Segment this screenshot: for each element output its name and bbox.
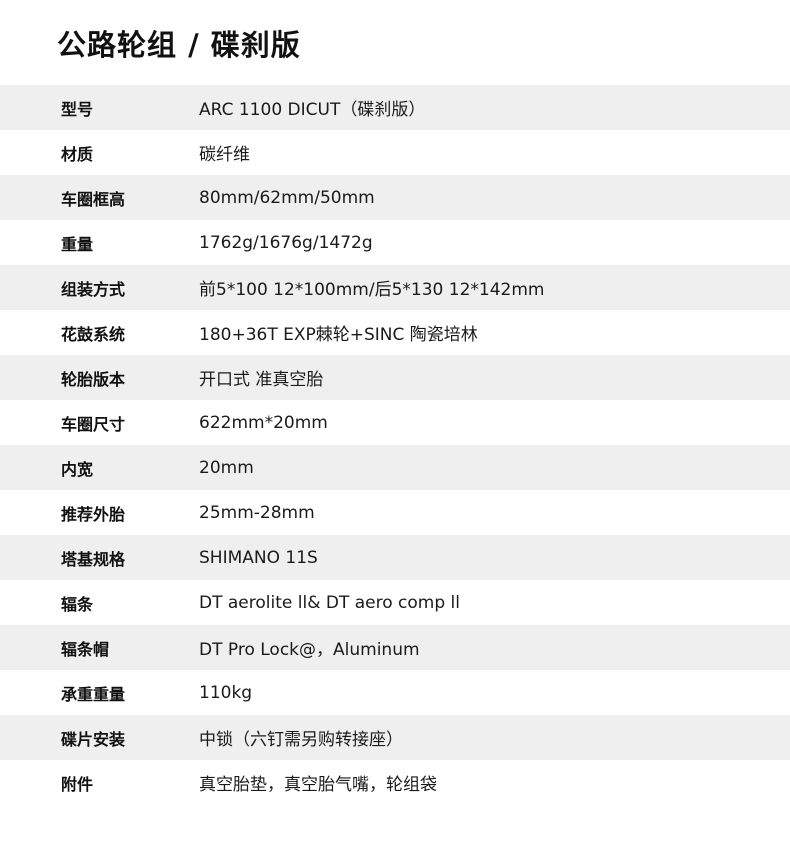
spec-value: 25mm-28mm: [199, 502, 315, 523]
spec-row: 碟片安装 中锁（六钉需另购转接座）: [0, 715, 790, 760]
spec-value: 110kg: [199, 682, 253, 703]
spec-row: 重量 1762g/1676g/1472g: [0, 220, 790, 265]
spec-label: 辐条: [61, 594, 94, 614]
spec-row: 组装方式 前5*100 12*100mm/后5*130 12*142mm: [0, 265, 790, 310]
spec-value: 前5*100 12*100mm/后5*130 12*142mm: [199, 280, 545, 300]
spec-value: 中锁（六钉需另购转接座）: [199, 730, 403, 750]
spec-row: 承重重量 110kg: [0, 670, 790, 715]
spec-value: 开口式 准真空胎: [199, 370, 324, 390]
page-title: 公路轮组 / 碟刹版: [57, 28, 301, 62]
spec-row: 推荐外胎 25mm-28mm: [0, 490, 790, 535]
spec-label: 重量: [61, 234, 94, 254]
spec-label: 塔基规格: [61, 549, 126, 569]
spec-value: DT Pro Lock@，Aluminum: [199, 640, 420, 660]
spec-value: 1762g/1676g/1472g: [199, 232, 373, 253]
spec-label: 车圈尺寸: [61, 414, 126, 434]
spec-value: 180+36T EXP棘轮+SINC 陶瓷培林: [199, 325, 478, 345]
spec-label: 车圈框高: [61, 189, 126, 209]
spec-value: 80mm/62mm/50mm: [199, 187, 375, 208]
spec-label: 材质: [61, 144, 94, 164]
spec-value: SHIMANO 11S: [199, 547, 318, 568]
spec-row: 车圈尺寸 622mm*20mm: [0, 400, 790, 445]
spec-label: 推荐外胎: [61, 504, 126, 524]
spec-table: 型号 ARC 1100 DICUT（碟刹版） 材质 碳纤维车圈框高 80mm/62mm/…: [0, 85, 790, 805]
spec-row: 轮胎版本 开口式 准真空胎: [0, 355, 790, 400]
spec-label: 承重重量: [61, 684, 126, 704]
spec-row: 辐条帽 DT Pro Lock@，Aluminum: [0, 625, 790, 670]
spec-row: 辐条 DT aerolite ll& DT aero comp ll: [0, 580, 790, 625]
spec-row: 内宽 20mm: [0, 445, 790, 490]
spec-value: ARC 1100 DICUT（碟刹版）: [199, 100, 426, 120]
spec-label: 组装方式: [61, 279, 126, 299]
spec-value: 622mm*20mm: [199, 412, 328, 433]
spec-label: 附件: [61, 774, 94, 794]
spec-row: 花鼓系统 180+36T EXP棘轮+SINC 陶瓷培林: [0, 310, 790, 355]
spec-value: 真空胎垫，真空胎气嘴，轮组袋: [199, 775, 437, 795]
spec-row: 塔基规格 SHIMANO 11S: [0, 535, 790, 580]
spec-value: 碳纤维: [199, 145, 250, 165]
spec-row: 车圈框高 80mm/62mm/50mm: [0, 175, 790, 220]
spec-label: 内宽: [61, 459, 94, 479]
spec-row: 材质 碳纤维: [0, 130, 790, 175]
spec-label: 辐条帽: [61, 639, 110, 659]
spec-label: 轮胎版本: [61, 369, 126, 389]
spec-label: 花鼓系统: [61, 324, 126, 344]
spec-row: 附件 真空胎垫，真空胎气嘴，轮组袋: [0, 760, 790, 805]
spec-label: 型号: [61, 99, 94, 119]
spec-row: 型号 ARC 1100 DICUT（碟刹版）: [0, 85, 790, 130]
spec-value: DT aerolite ll& DT aero comp ll: [199, 592, 460, 613]
spec-value: 20mm: [199, 457, 254, 478]
spec-label: 碟片安装: [61, 729, 126, 749]
